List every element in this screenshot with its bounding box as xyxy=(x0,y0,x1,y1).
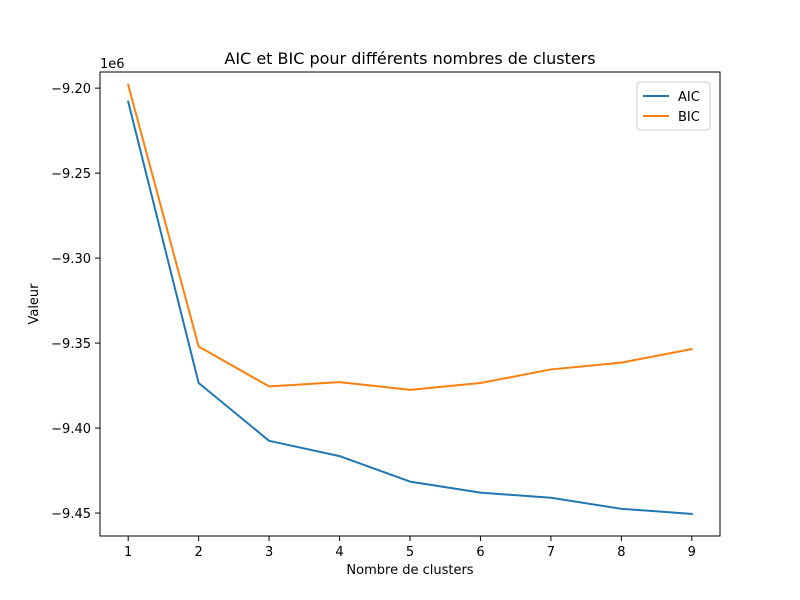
y-tick-label: −9.20 xyxy=(51,82,91,97)
x-tick-label: 9 xyxy=(688,545,696,560)
plot-area: 1 2 3 4 5 6 7 8 9 −9.20 −9.25 −9.30 −9.35 −9.40 −9.45 A… xyxy=(51,71,721,560)
x-tick-label: 1 xyxy=(124,545,132,560)
x-tick-label: 3 xyxy=(265,545,273,560)
series-line-aic xyxy=(126,100,693,515)
legend-box xyxy=(636,81,711,131)
y-offset-label: 1e6 xyxy=(100,57,125,72)
x-tick-label: 4 xyxy=(335,545,343,560)
y-axis-title: Valeur xyxy=(27,283,42,325)
x-tick-label: 6 xyxy=(476,545,484,560)
y-tick-label: −9.35 xyxy=(51,337,91,352)
y-tick-label: −9.45 xyxy=(51,507,91,522)
y-tick-label: −9.25 xyxy=(51,167,91,182)
x-tick-label: 5 xyxy=(406,545,414,560)
legend-label-aic: AIC xyxy=(678,90,700,105)
legend-label-bic: BIC xyxy=(678,110,700,125)
x-tick-label: 8 xyxy=(617,545,625,560)
series-line-bic xyxy=(126,83,693,391)
x-axis-title: Nombre de clusters xyxy=(346,563,473,578)
y-tick-label: −9.40 xyxy=(51,422,91,437)
x-tick-label: 7 xyxy=(547,545,555,560)
x-tick-label: 2 xyxy=(194,545,202,560)
y-tick-label: −9.30 xyxy=(51,252,91,267)
chart-title: AIC et BIC pour différents nombres de cl… xyxy=(224,49,595,68)
